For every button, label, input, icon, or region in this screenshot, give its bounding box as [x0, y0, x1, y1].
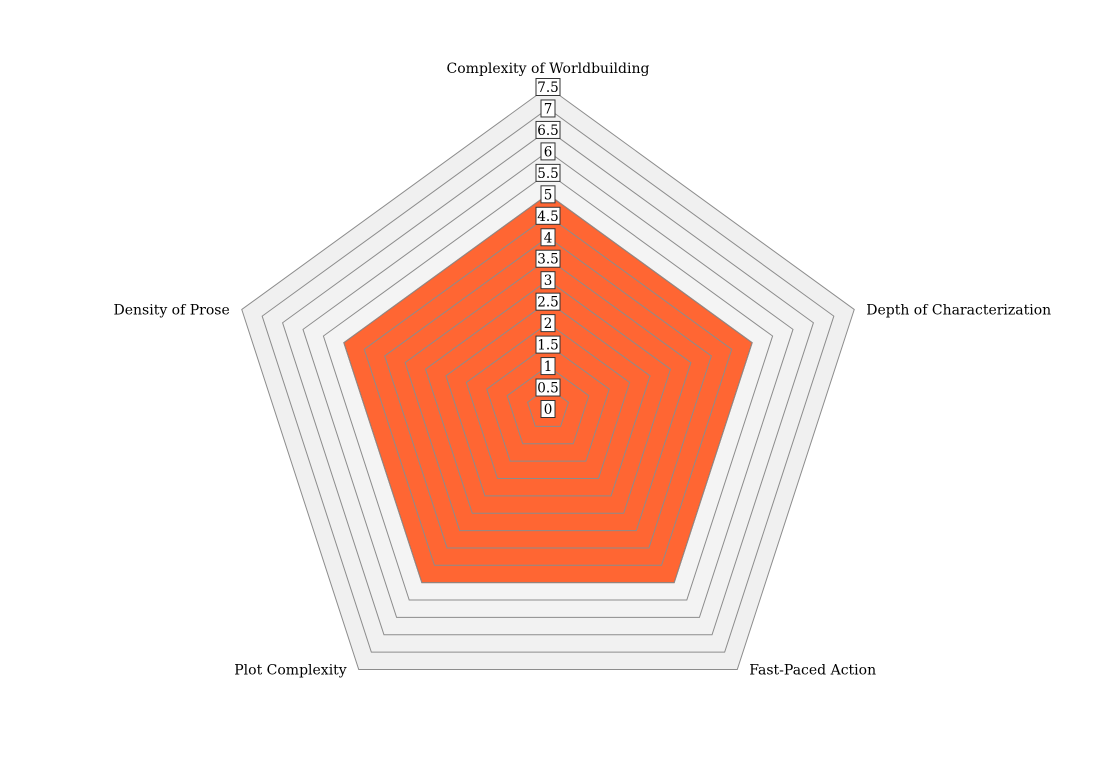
grid-ring — [282, 129, 814, 636]
tick-labels: 0 0.5 1 1.5 2 2.5 3 3.5 4 4.5 5 5.5 6 6.5 7 7.5 — [535, 78, 561, 418]
svg-text:1.5: 1.5 — [537, 338, 558, 354]
axis-label: Complexity of Worldbuilding — [447, 61, 650, 77]
svg-text:3: 3 — [544, 273, 553, 289]
grid-ring — [384, 236, 712, 549]
svg-text:0: 0 — [544, 402, 553, 418]
axis-labels: Complexity of Worldbuilding Depth of Char… — [114, 61, 1052, 679]
grid-ring — [424, 279, 672, 514]
tick-label: 5 — [540, 185, 556, 204]
svg-text:2.5: 2.5 — [537, 295, 558, 311]
tick-label: 0 — [540, 400, 556, 418]
svg-text:5: 5 — [544, 187, 553, 203]
tick-label: 2.5 — [535, 292, 561, 311]
grid-ring — [445, 301, 651, 497]
svg-text:3.5: 3.5 — [537, 252, 558, 268]
svg-text:0.5: 0.5 — [537, 381, 558, 397]
svg-text:2: 2 — [544, 316, 553, 332]
svg-text:5.5: 5.5 — [537, 166, 558, 182]
svg-text:4: 4 — [544, 230, 553, 246]
tick-label: 0.5 — [535, 378, 561, 397]
axis-label: Fast-Paced Action — [749, 663, 876, 679]
tick-label: 6 — [540, 142, 556, 161]
grid-ring — [241, 86, 855, 670]
svg-text:7: 7 — [544, 101, 553, 117]
tick-label: 7.5 — [535, 78, 561, 96]
tick-label: 2 — [540, 314, 556, 333]
grid-ring — [506, 365, 590, 445]
tick-label: 1 — [540, 357, 556, 376]
svg-text:6: 6 — [544, 144, 553, 160]
svg-text:4.5: 4.5 — [537, 209, 558, 225]
grid-ring — [465, 322, 631, 479]
grid-lines — [241, 86, 855, 670]
grid-ring — [322, 172, 774, 601]
grid-ring — [261, 107, 835, 653]
grid-ring — [302, 150, 794, 618]
grid-ring — [404, 258, 692, 532]
svg-text:7.5: 7.5 — [537, 80, 558, 96]
tick-label: 7 — [540, 99, 556, 118]
tick-label: 5.5 — [535, 163, 561, 182]
svg-text:1: 1 — [544, 359, 553, 375]
grid-ring — [343, 193, 753, 584]
tick-label: 4 — [540, 228, 556, 247]
tick-label: 3 — [540, 271, 556, 290]
tick-label: 3.5 — [535, 249, 561, 268]
grid-ring — [526, 386, 570, 427]
svg-text:6.5: 6.5 — [537, 123, 558, 139]
tick-label: 1.5 — [535, 335, 561, 354]
axis-label: Density of Prose — [114, 303, 230, 319]
tick-label: 4.5 — [535, 206, 561, 225]
grid-ring — [363, 215, 733, 566]
axis-label: Plot Complexity — [234, 663, 347, 679]
tick-label: 6.5 — [535, 120, 561, 139]
grid-ring — [486, 343, 610, 462]
axis-label: Depth of Characterization — [866, 303, 1051, 319]
